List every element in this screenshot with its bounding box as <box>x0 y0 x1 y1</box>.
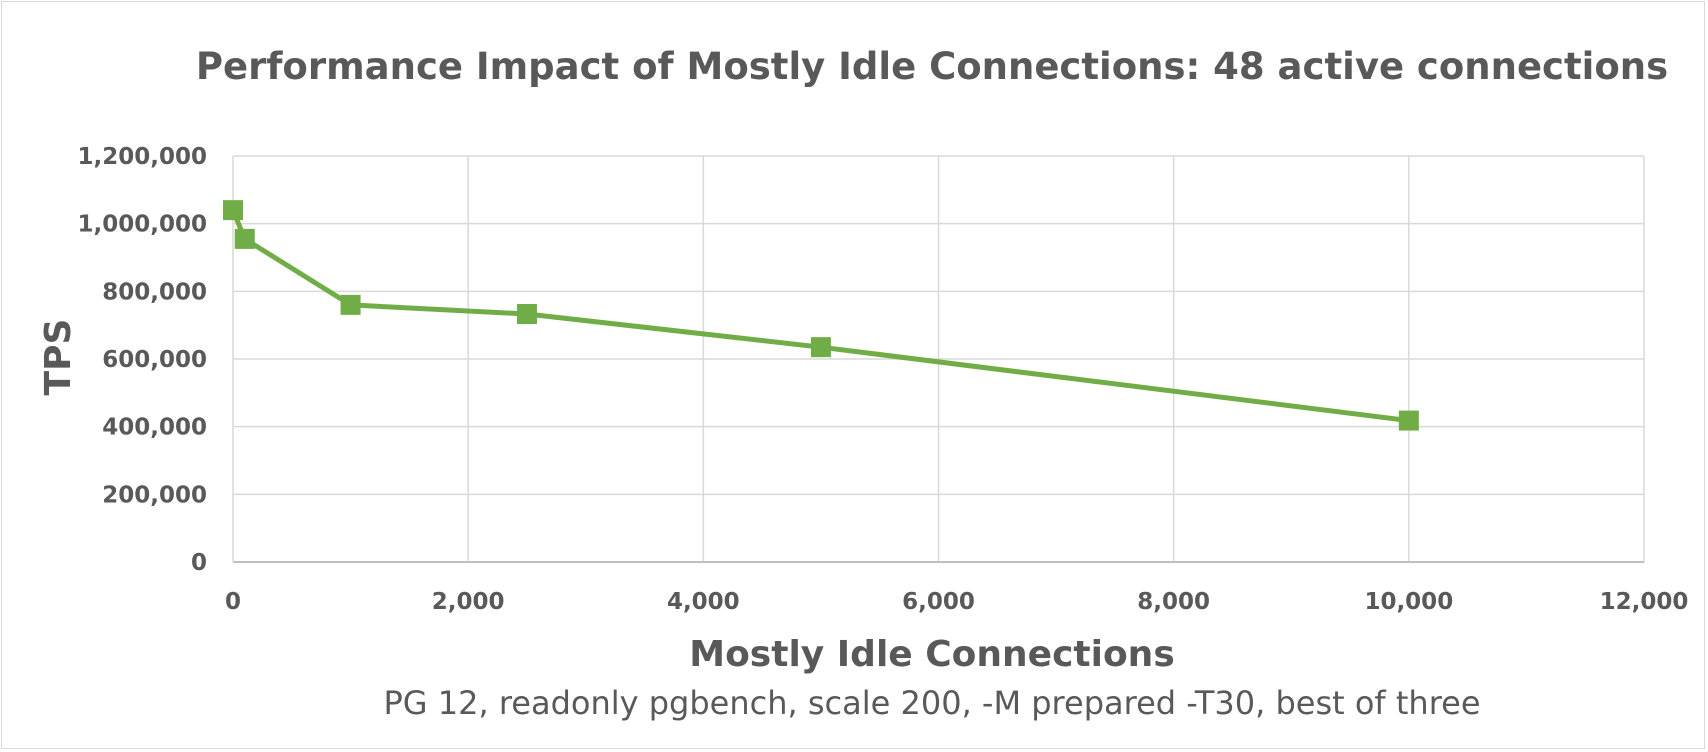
x-tick-label: 0 <box>225 589 241 615</box>
x-tick-label: 8,000 <box>1137 589 1210 615</box>
axes: 0 200,000 400,000 600,000 800,000 1,000,000 1,… <box>78 144 1689 615</box>
x-tick-label: 4,000 <box>667 589 740 615</box>
x-axis-title: Mostly Idle Connections <box>689 634 1175 675</box>
y-axis-title: TPS <box>38 319 79 396</box>
chart-subtitle: PG 12, readonly pgbench, scale 200, -M p… <box>383 684 1480 722</box>
data-point-marker <box>810 337 831 358</box>
y-tick-label: 1,000,000 <box>78 212 208 238</box>
gridlines <box>233 155 1645 562</box>
y-tick-label: 800,000 <box>102 279 207 305</box>
data-point-marker <box>516 304 537 325</box>
y-tick-label: 400,000 <box>102 415 207 441</box>
data-point-marker <box>1398 410 1419 431</box>
data-point-marker <box>223 200 243 221</box>
x-tick-label: 6,000 <box>902 589 975 615</box>
x-tick-label: 10,000 <box>1364 589 1453 615</box>
y-tick-label: 1,200,000 <box>78 144 208 170</box>
chart-title: Performance Impact of Mostly Idle Connec… <box>196 45 1668 88</box>
y-tick-label: 0 <box>191 550 207 576</box>
y-tick-label: 200,000 <box>102 482 207 508</box>
x-tick-label: 2,000 <box>432 589 505 615</box>
data-point-marker <box>340 294 361 315</box>
series-line <box>230 209 1410 424</box>
y-tick-label: 600,000 <box>102 347 207 373</box>
series-layer <box>223 200 1419 431</box>
data-point-marker <box>234 228 255 249</box>
x-tick-label: 12,000 <box>1600 589 1689 615</box>
